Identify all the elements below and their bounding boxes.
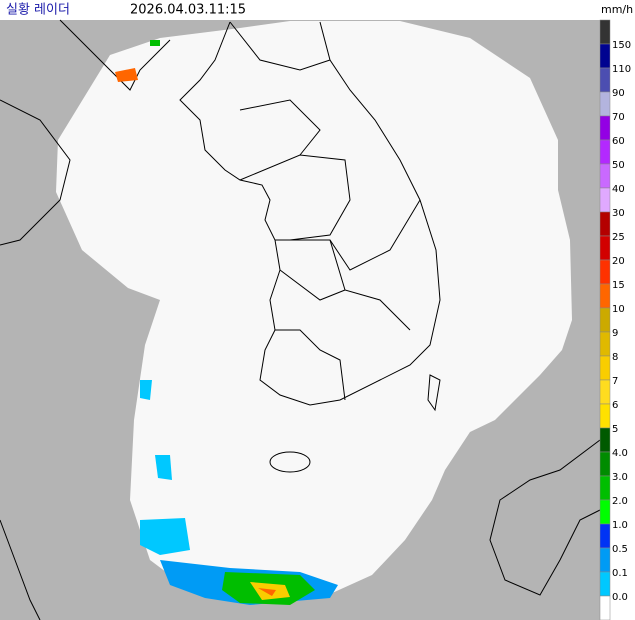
legend-swatch (599, 595, 611, 620)
legend-swatch (599, 571, 611, 597)
legend-swatch (599, 67, 611, 93)
legend-label: 0.0 (612, 592, 628, 603)
precipitation (115, 40, 338, 605)
legend-swatch (599, 523, 611, 549)
legend-swatch (599, 43, 611, 69)
legend-label: 10 (612, 304, 625, 315)
legend-swatch (599, 475, 611, 501)
legend-label: 7 (612, 376, 618, 387)
rain-area (258, 588, 276, 596)
legend: 150 110 90 70 60 50 40 30 25 20 15 10 9 8 7 6 5 4.0 3.0 2.0… (599, 19, 635, 620)
legend-swatch (599, 403, 611, 429)
legend-label: 2.0 (612, 496, 628, 507)
legend-swatch (599, 379, 611, 405)
legend-label: 5 (612, 424, 618, 435)
rain-area (140, 518, 190, 555)
legend-swatch (599, 451, 611, 477)
legend-label: 3.0 (612, 472, 628, 483)
legend-label: 50 (612, 160, 625, 171)
rain-area (115, 68, 138, 82)
legend-label: 0.5 (612, 544, 628, 555)
radar-coverage (56, 21, 572, 600)
legend-swatch (599, 187, 611, 213)
legend-label: 0.1 (612, 568, 628, 579)
legend-swatch (599, 547, 611, 573)
legend-swatch (599, 19, 611, 45)
legend-swatch (599, 139, 611, 165)
coastlines (0, 19, 601, 620)
legend-label: 20 (612, 256, 625, 267)
legend-label: 70 (612, 112, 625, 123)
header-bar (0, 0, 635, 20)
legend-label: 15 (612, 280, 625, 291)
legend-label: 110 (612, 64, 631, 75)
legend-label: 60 (612, 136, 625, 147)
unit: mm/h (601, 3, 633, 16)
legend-swatch (599, 235, 611, 261)
legend-label: 40 (612, 184, 625, 195)
legend-swatch (599, 427, 611, 453)
legend-swatch (599, 163, 611, 189)
rain-area (140, 380, 152, 400)
legend-swatch (599, 499, 611, 525)
legend-swatch (599, 259, 611, 285)
legend-swatch (599, 307, 611, 333)
legend-label: 30 (612, 208, 625, 219)
legend-label: 4.0 (612, 448, 628, 459)
legend-label: 8 (612, 352, 618, 363)
legend-label: 150 (612, 40, 631, 51)
legend-swatch (599, 283, 611, 309)
legend-swatch (599, 115, 611, 141)
legend-label: 25 (612, 232, 625, 243)
rain-area (150, 40, 160, 46)
legend-swatch (599, 211, 611, 237)
legend-swatch (599, 331, 611, 357)
rain-area (155, 455, 172, 480)
map (0, 19, 601, 620)
timestamp: 2026.04.03.11:15 (130, 3, 246, 18)
legend-swatch (599, 91, 611, 117)
legend-label: 1.0 (612, 520, 628, 531)
legend-label: 6 (612, 400, 618, 411)
legend-label: 90 (612, 88, 625, 99)
title: 실황 레이더 (6, 3, 70, 18)
legend-swatch (599, 355, 611, 381)
legend-label: 9 (612, 328, 618, 339)
